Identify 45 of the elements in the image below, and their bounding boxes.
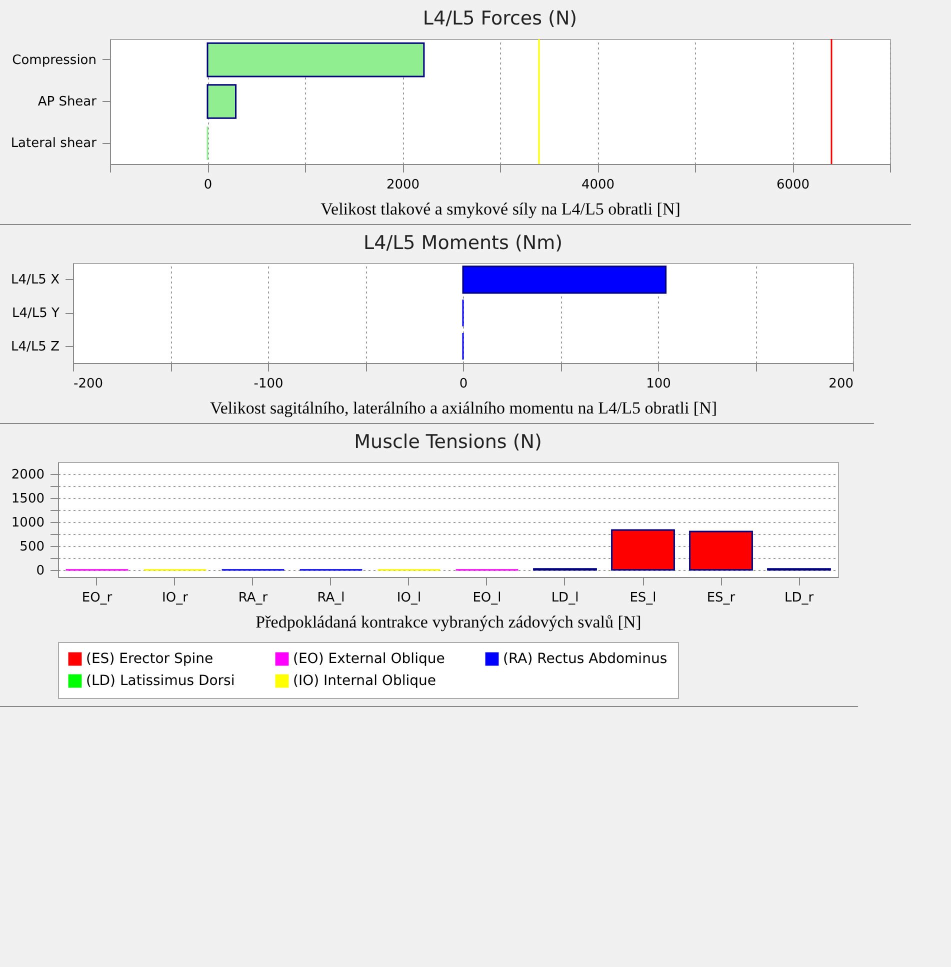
- y-tick-label: L4/L5 Z: [11, 339, 60, 354]
- x-tick-label: -200: [74, 376, 104, 392]
- x-tick-label: LD_l: [551, 590, 579, 606]
- legend-label: (IO) Internal Oblique: [293, 673, 436, 689]
- x-tick-label: RA_l: [317, 590, 345, 606]
- x-tick-label: ES_r: [706, 590, 736, 606]
- chart-title: Muscle Tensions (N): [354, 431, 542, 453]
- x-tick-label: IO_l: [396, 590, 422, 606]
- x-tick-label: EO_r: [82, 590, 113, 606]
- x-tick-label: 0: [459, 376, 468, 392]
- x-tick-label: RA_r: [238, 590, 268, 606]
- legend-label: (EO) External Oblique: [293, 651, 445, 667]
- chart-title: L4/L5 Forces (N): [422, 7, 578, 30]
- bar: [689, 530, 753, 571]
- y-tick-label: Compression: [12, 52, 96, 68]
- x-axis-title: Předpokládaná kontrakce vybraných zádových svalů [N]: [256, 612, 642, 632]
- bar: [611, 529, 675, 571]
- x-tick-label: 2000: [386, 178, 420, 192]
- x-tick-label: LD_r: [784, 590, 814, 606]
- y-tick-label: 500: [20, 539, 44, 554]
- bar: [206, 42, 425, 78]
- x-axis-title: Velikost sagitálního, laterálního a axiálního momentu na L4/L5 obratli [N]: [210, 398, 718, 418]
- bar: [206, 84, 237, 119]
- y-tick-label: L4/L5 Y: [12, 306, 60, 321]
- y-tick-label: 1500: [11, 491, 44, 506]
- legend-label: (ES) Erector Spine: [86, 651, 214, 667]
- chart-title: L4/L5 Moments (Nm): [364, 232, 562, 254]
- x-tick-label: 0: [204, 178, 212, 192]
- x-tick-label: 200: [828, 376, 854, 392]
- legend-label: (LD) Latissimus Dorsi: [86, 673, 235, 689]
- x-tick-label: IO_r: [162, 590, 189, 606]
- y-tick-label: 1000: [11, 515, 44, 530]
- x-tick-label: 6000: [776, 178, 810, 192]
- x-tick-label: ES_l: [630, 590, 656, 606]
- x-tick-label: 4000: [581, 178, 615, 192]
- y-tick-label: 2000: [11, 467, 44, 482]
- y-tick-label: L4/L5 X: [11, 272, 60, 288]
- y-tick-label: AP Shear: [38, 94, 98, 110]
- y-tick-label: 0: [36, 563, 44, 578]
- x-tick-label: 100: [646, 376, 671, 392]
- legend-label: (RA) Rectus Abdominus: [503, 651, 668, 667]
- x-tick-label: EO_l: [472, 590, 502, 606]
- x-axis-title: Velikost tlakové a smykové síly na L4/L5 obratli [N]: [320, 200, 680, 218]
- y-tick-label: Lateral shear: [10, 136, 98, 152]
- x-tick-label: -100: [254, 376, 284, 392]
